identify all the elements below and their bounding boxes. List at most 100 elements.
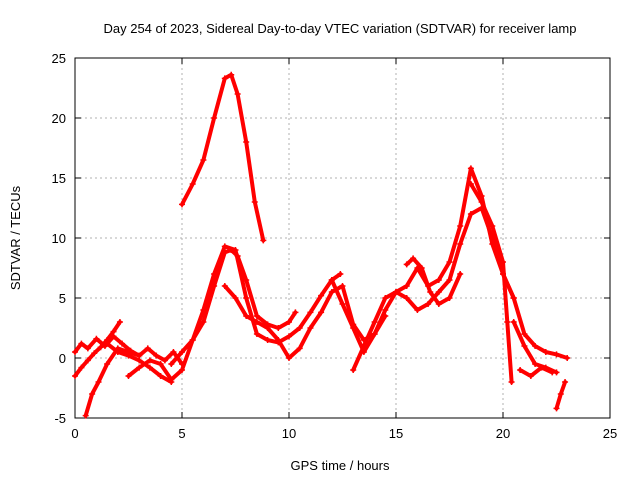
y-tick-label: 5 bbox=[59, 291, 66, 306]
data-point bbox=[243, 313, 250, 319]
data-point bbox=[82, 412, 89, 419]
x-tick-label: 15 bbox=[389, 426, 403, 441]
data-point bbox=[446, 259, 453, 265]
data-point bbox=[489, 241, 496, 247]
x-axis-label: GPS time / hours bbox=[291, 458, 390, 473]
x-tick-label: 0 bbox=[71, 426, 78, 441]
x-tick-label: 10 bbox=[282, 426, 296, 441]
data-point bbox=[211, 115, 218, 121]
data-point bbox=[339, 283, 346, 289]
data-point bbox=[275, 325, 282, 331]
data-point bbox=[328, 289, 335, 295]
y-tick-label: 0 bbox=[59, 351, 66, 366]
data-point bbox=[253, 313, 260, 319]
y-tick-label: 25 bbox=[52, 51, 66, 66]
data-point bbox=[136, 357, 143, 364]
y-tick-label: 15 bbox=[52, 171, 66, 186]
data-point bbox=[179, 349, 185, 355]
data-point bbox=[264, 337, 271, 343]
data-point bbox=[189, 181, 196, 187]
data-point bbox=[510, 295, 517, 301]
data-point bbox=[292, 309, 299, 316]
data-point bbox=[307, 325, 314, 331]
data-point bbox=[125, 352, 132, 359]
data-point bbox=[97, 344, 104, 351]
data-point bbox=[532, 361, 539, 367]
data-point bbox=[146, 364, 153, 371]
data-point bbox=[89, 391, 96, 397]
data-point bbox=[153, 352, 160, 359]
data-point bbox=[521, 343, 528, 349]
data-point bbox=[425, 301, 432, 307]
y-axis-label: SDTVAR / TECUs bbox=[8, 185, 23, 290]
data-point bbox=[95, 379, 102, 385]
y-tick-label: -5 bbox=[54, 411, 66, 426]
data-point bbox=[179, 367, 185, 373]
data-point bbox=[350, 367, 357, 373]
data-point bbox=[467, 181, 474, 187]
data-point bbox=[264, 325, 271, 331]
data-point bbox=[286, 319, 292, 325]
data-point bbox=[446, 277, 453, 283]
data-point bbox=[296, 325, 303, 331]
data-point bbox=[116, 319, 123, 325]
data-point bbox=[104, 361, 111, 367]
data-point bbox=[232, 295, 239, 301]
data-point bbox=[243, 139, 250, 145]
data-point bbox=[228, 71, 235, 78]
series-track-f bbox=[169, 244, 343, 366]
y-tick-label: 20 bbox=[52, 111, 66, 126]
data-point bbox=[532, 343, 539, 349]
data-point bbox=[393, 289, 399, 295]
x-tick-label: 5 bbox=[178, 426, 185, 441]
data-point bbox=[446, 295, 453, 301]
data-point bbox=[286, 333, 292, 340]
data-point bbox=[93, 335, 100, 342]
data-point bbox=[403, 283, 410, 289]
data-point bbox=[125, 373, 132, 379]
data-point bbox=[478, 199, 485, 205]
data-point bbox=[435, 277, 442, 283]
data-point bbox=[337, 271, 344, 277]
data-point bbox=[253, 331, 260, 337]
data-point bbox=[170, 349, 177, 355]
data-point bbox=[104, 340, 111, 347]
data-point bbox=[307, 309, 314, 316]
data-point bbox=[542, 349, 549, 355]
data-point bbox=[119, 340, 126, 347]
data-point bbox=[328, 277, 335, 283]
data-point bbox=[318, 309, 325, 316]
data-point bbox=[427, 289, 434, 295]
data-point bbox=[382, 307, 389, 313]
data-point bbox=[84, 345, 91, 352]
data-point bbox=[275, 337, 282, 343]
data-point bbox=[168, 361, 175, 367]
data-point bbox=[110, 328, 117, 335]
data-point bbox=[200, 307, 207, 313]
x-tick-label: 20 bbox=[496, 426, 510, 441]
data-point bbox=[157, 373, 164, 379]
data-point bbox=[296, 345, 303, 352]
data-point bbox=[286, 355, 292, 361]
x-tick-label: 25 bbox=[603, 426, 617, 441]
data-point bbox=[510, 319, 517, 325]
series-track-j bbox=[351, 166, 570, 372]
data-point bbox=[467, 165, 474, 172]
data-point bbox=[114, 349, 121, 355]
data-point bbox=[371, 319, 378, 325]
data-point bbox=[360, 343, 367, 349]
data-point bbox=[136, 364, 143, 371]
data-point bbox=[91, 350, 98, 357]
axis-ticks: 0 5 10 15 20 25 -5 0 5 10 15 20 25 bbox=[52, 51, 618, 441]
data-point bbox=[251, 199, 258, 205]
data-point bbox=[339, 301, 346, 307]
data-point bbox=[157, 361, 164, 367]
series-track-g bbox=[222, 284, 388, 360]
data-point bbox=[467, 211, 474, 217]
data-point bbox=[435, 301, 442, 307]
data-point bbox=[253, 319, 260, 325]
data-point bbox=[350, 325, 357, 331]
data-point bbox=[168, 376, 175, 383]
data-point bbox=[457, 223, 464, 229]
data-point bbox=[527, 373, 534, 379]
